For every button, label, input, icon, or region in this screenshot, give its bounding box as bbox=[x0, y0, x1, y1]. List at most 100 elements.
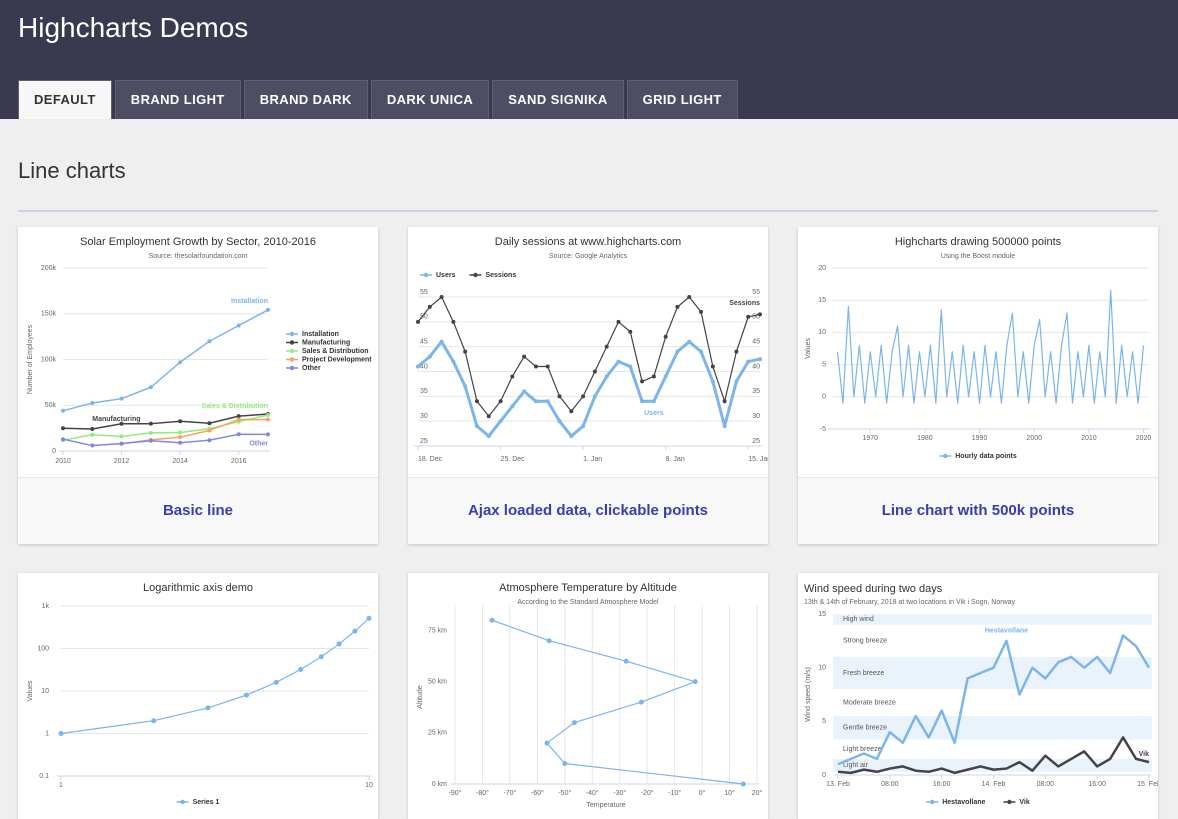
y-tick-label: 25 bbox=[752, 438, 760, 445]
legend-label: Project Development bbox=[302, 356, 372, 363]
y-tick-label: 35 bbox=[752, 388, 760, 395]
chart-title: Solar Employment Growth by Sector, 2010-… bbox=[80, 236, 316, 248]
data-point bbox=[623, 658, 629, 664]
series-line bbox=[837, 634, 1151, 766]
legend-label: Sessions bbox=[485, 272, 516, 279]
data-point bbox=[486, 414, 491, 419]
demo-link[interactable]: Line chart with 500k points bbox=[798, 477, 1158, 544]
data-point bbox=[734, 349, 739, 354]
y-tick-label: 55 bbox=[752, 289, 760, 296]
y-tick-label: 30 bbox=[420, 413, 428, 420]
data-point bbox=[604, 374, 609, 379]
plot-band-label: Fresh breeze bbox=[843, 670, 884, 677]
data-point bbox=[178, 430, 183, 435]
x-tick-label: -80° bbox=[476, 789, 489, 797]
y-axis-title: Values bbox=[805, 338, 812, 359]
data-point bbox=[545, 364, 550, 369]
data-point bbox=[427, 304, 432, 309]
legend-label: Manufacturing bbox=[302, 339, 350, 346]
chart-subtitle: 13th & 14th of February, 2018 at two loc… bbox=[804, 599, 1016, 606]
data-point bbox=[699, 309, 704, 314]
x-tick-label: -20° bbox=[641, 789, 654, 797]
y-tick-label: 15 bbox=[818, 297, 826, 304]
x-axis-title: Temperature bbox=[586, 802, 625, 809]
data-point bbox=[498, 419, 503, 424]
data-point bbox=[651, 399, 656, 404]
y-tick-label: 50k bbox=[45, 402, 57, 409]
data-point bbox=[758, 357, 762, 362]
legend-label: Series 1 bbox=[193, 799, 220, 806]
tab[interactable]: SAND SIGNIKA bbox=[492, 80, 624, 119]
x-tick-label: 2010 bbox=[55, 458, 71, 465]
data-point bbox=[119, 421, 124, 426]
data-point bbox=[119, 434, 124, 439]
tab[interactable]: BRAND DARK bbox=[243, 80, 368, 119]
y-tick-label: 50 km bbox=[428, 678, 447, 685]
chart: Wind speed during two days 13th & 14th of… bbox=[804, 583, 1158, 806]
chart: Logarithmic axis demo 0.1 1 10 100 1k 1 10 Value… bbox=[27, 582, 373, 806]
y-tick-label: 20 bbox=[818, 265, 826, 272]
x-tick-label: 16:00 bbox=[1088, 781, 1106, 788]
x-tick-label: 1. Jan bbox=[583, 456, 602, 463]
x-tick-label: -50° bbox=[558, 789, 571, 797]
site-title: Highcharts Demos bbox=[18, 12, 249, 43]
y-tick-label: 40 bbox=[752, 363, 760, 370]
x-tick-label: 2014 bbox=[172, 458, 188, 465]
data-point bbox=[663, 374, 668, 379]
chart-card: Solar Employment Growth by Sector, 2010-… bbox=[18, 227, 378, 544]
data-point bbox=[604, 344, 609, 349]
y-tick-label: 5 bbox=[822, 361, 826, 368]
tab[interactable]: BRAND LIGHT bbox=[114, 80, 241, 119]
series-label: Sales & Distribution bbox=[201, 403, 268, 410]
tab[interactable]: GRID LIGHT bbox=[626, 80, 738, 119]
x-tick-label: -30° bbox=[613, 789, 626, 797]
data-point bbox=[178, 360, 183, 365]
tab[interactable]: DARK UNICA bbox=[370, 80, 490, 119]
data-point bbox=[178, 440, 183, 445]
y-tick-label: 50 bbox=[420, 314, 428, 321]
data-point bbox=[236, 323, 241, 328]
y-tick-label: 55 bbox=[420, 289, 428, 296]
x-tick-label: 2000 bbox=[1026, 435, 1042, 442]
series-label: Sessions bbox=[729, 300, 760, 307]
data-point bbox=[178, 419, 183, 424]
y-tick-label: 100k bbox=[41, 356, 57, 363]
data-point bbox=[151, 718, 157, 724]
data-point bbox=[710, 379, 715, 384]
data-point bbox=[616, 359, 621, 364]
x-tick-label: 20° bbox=[752, 789, 763, 797]
y-tick-label: 200k bbox=[41, 265, 57, 272]
chart-subtitle: Using the Boost module bbox=[941, 253, 1015, 260]
data-point bbox=[571, 720, 577, 726]
data-point bbox=[486, 434, 491, 439]
y-tick-label: 150k bbox=[41, 311, 57, 318]
x-tick-label: 1970 bbox=[862, 435, 878, 442]
y-tick-label: 100 bbox=[37, 645, 49, 652]
plot-band-label: High wind bbox=[843, 616, 874, 623]
data-point bbox=[722, 399, 727, 404]
data-point bbox=[148, 438, 153, 443]
y-tick-label: 1 bbox=[45, 730, 49, 737]
y-axis-title: Altitude bbox=[417, 685, 424, 708]
x-tick-label: 15. Jan bbox=[748, 456, 768, 463]
data-point bbox=[273, 679, 279, 685]
chart-card: Highcharts drawing 500000 points Using th… bbox=[798, 227, 1158, 544]
demo-link[interactable]: Ajax loaded data, clickable points bbox=[408, 477, 768, 544]
tab[interactable]: DEFAULT bbox=[18, 80, 112, 119]
demo-link[interactable]: Basic line bbox=[18, 477, 378, 544]
y-tick-label: 15 bbox=[818, 611, 826, 618]
data-point bbox=[758, 312, 762, 317]
series-label: Hestavollane bbox=[985, 628, 1028, 635]
data-point bbox=[178, 435, 183, 440]
series-line bbox=[491, 619, 744, 785]
y-tick-label: 30 bbox=[752, 413, 760, 420]
data-point bbox=[474, 424, 479, 429]
tab-bar: DEFAULT BRAND LIGHT BRAND DARK DARK UNICA SA… bbox=[18, 80, 738, 119]
data-point bbox=[710, 364, 715, 369]
data-point bbox=[366, 615, 372, 621]
data-point bbox=[746, 359, 751, 364]
data-point bbox=[510, 404, 515, 409]
data-point bbox=[546, 638, 552, 644]
chart-title: Daily sessions at www.highcharts.com bbox=[495, 236, 681, 248]
x-tick-label: 18. Dec bbox=[418, 456, 443, 463]
